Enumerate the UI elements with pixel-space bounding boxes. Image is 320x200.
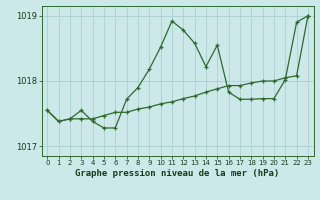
X-axis label: Graphe pression niveau de la mer (hPa): Graphe pression niveau de la mer (hPa) — [76, 169, 280, 178]
